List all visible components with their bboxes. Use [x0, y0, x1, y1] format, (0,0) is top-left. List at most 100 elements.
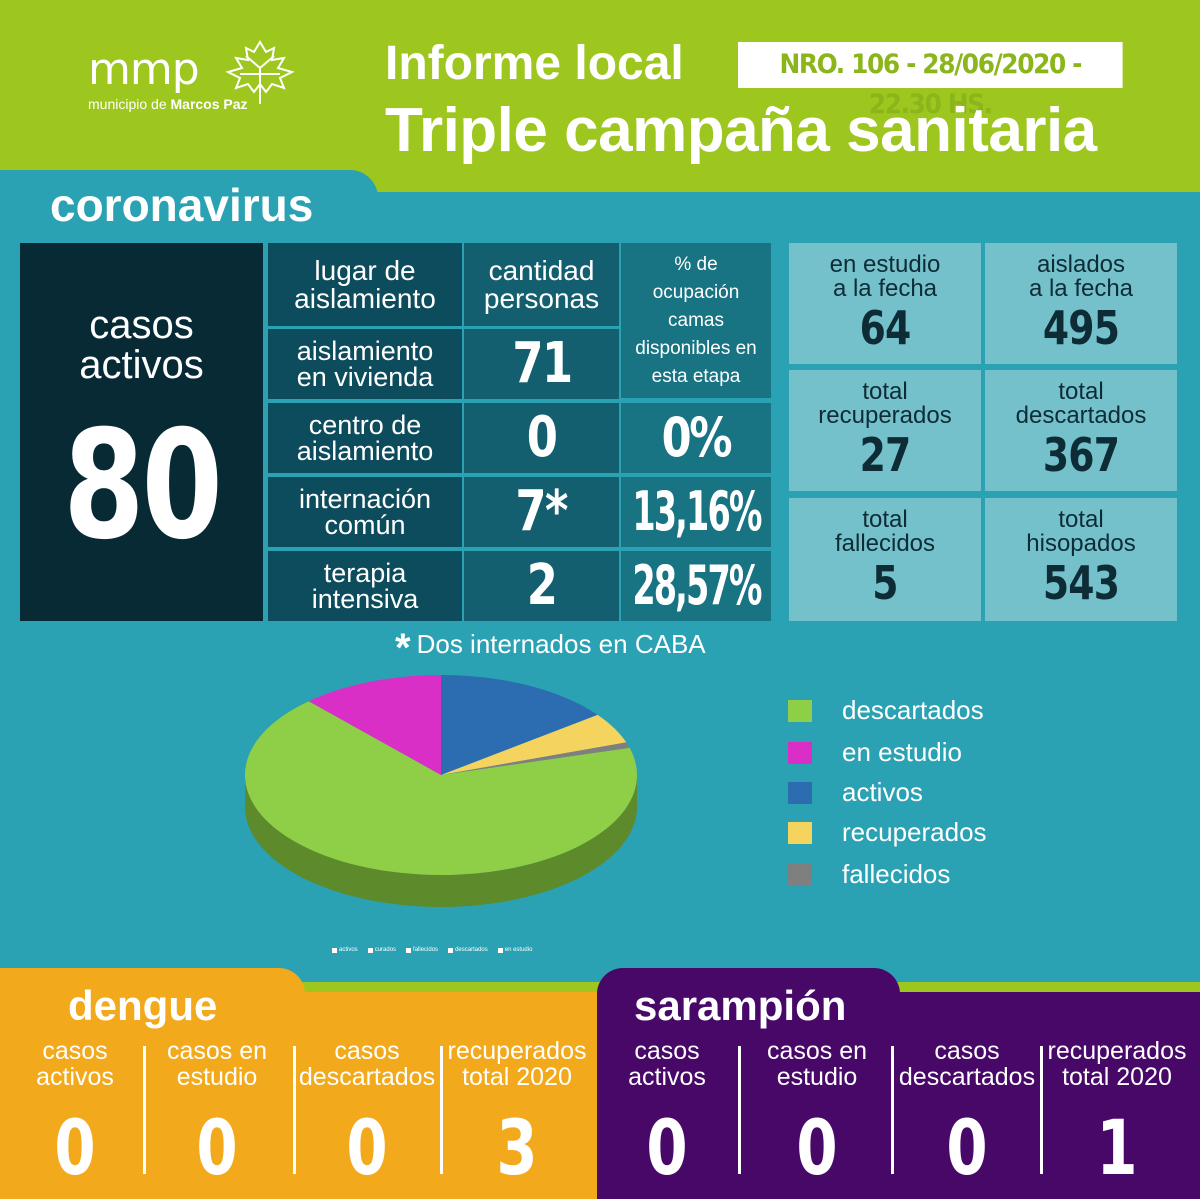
row-internacion-label: internación común — [268, 477, 462, 547]
header-cantidad-line1: cantidad — [488, 254, 595, 286]
dengue-column-label-line: total 2020 — [462, 1063, 572, 1091]
sarampion-column-label-line: estudio — [776, 1063, 858, 1091]
stat-hisopados-label-line1: total — [1058, 506, 1104, 533]
legend-label: fallecidos — [842, 859, 951, 889]
stat-aislados-value: 495 — [1042, 301, 1120, 355]
row-terapia-label: terapia intensiva — [268, 551, 462, 621]
stat-fallecidos-value: 5 — [872, 556, 898, 610]
legend-swatch — [788, 822, 812, 844]
legend-item-fallecidos: fallecidos — [788, 859, 1048, 889]
row-internacion-pct: 13,16% — [621, 477, 771, 547]
row-internacion-label-line1: internación — [298, 484, 432, 514]
mini-legend-item: descartados — [448, 947, 488, 953]
mini-legend-swatch — [497, 947, 503, 953]
mini-legend-swatch — [367, 947, 373, 953]
dengue-column-label: casos descartados — [292, 1038, 442, 1094]
header-lugar-line1: lugar de — [314, 254, 416, 286]
dengue-column-label-line: recuperados — [447, 1037, 587, 1065]
header-ocupacion: % de ocupación camas disponibles en esta… — [621, 243, 771, 398]
dengue-column-value: 0 — [346, 1103, 388, 1192]
sarampion-column-label-line: activos — [628, 1063, 706, 1091]
sarampion-panel — [597, 992, 1200, 1199]
pie-slice-fallecidos — [441, 742, 630, 775]
stat-hisopados-label-line2: hisopados — [1026, 530, 1136, 557]
pie-slice-descartados — [245, 701, 638, 875]
header-ocupacion-line5: esta etapa — [651, 365, 741, 387]
sarampion-column-label: casos en estudio — [742, 1038, 892, 1094]
stat-hisopados: total hisopados 543 — [985, 498, 1177, 621]
dengue-column-label: casos en estudio — [142, 1038, 292, 1094]
active-cases-value: 80 — [63, 399, 223, 573]
campaign-title: Triple campaña sanitaria — [385, 96, 1097, 165]
row-centro-count-value: 0 — [526, 405, 558, 470]
sarampion-title: sarampión — [634, 982, 847, 1029]
mini-legend-item: activos — [332, 947, 358, 953]
row-internacion-pct-value: 13,16% — [631, 480, 762, 543]
mini-legend-item: fallecidos — [406, 947, 438, 953]
active-cases-label: casos activos — [20, 305, 263, 385]
stat-aislados: aislados a la fecha 495 — [985, 243, 1177, 364]
sarampion-column-label-line: total 2020 — [1062, 1063, 1172, 1091]
row-vivienda-label-line2: en vivienda — [296, 362, 434, 392]
mini-legend-item: curados — [367, 947, 397, 953]
sarampion-divider — [738, 1046, 741, 1174]
footnote-text: Dos internados en CABA — [416, 629, 706, 659]
legend-label: activos — [842, 777, 923, 807]
legend-label: descartados — [842, 695, 984, 725]
stat-recuperados-label-line1: total — [862, 378, 908, 405]
dengue-column: recuperados total 2020 3 — [442, 1038, 592, 1188]
dengue-divider — [293, 1046, 296, 1174]
stat-en-estudio-label-line2: a la fecha — [832, 275, 938, 302]
sarampion-column-value: 0 — [646, 1103, 688, 1192]
mini-legend-label: activos — [339, 947, 358, 953]
dengue-column-label: recuperados total 2020 — [442, 1038, 592, 1094]
header-cantidad-line2: personas — [483, 282, 600, 314]
sarampion-column-value: 0 — [946, 1103, 988, 1192]
logo-text: mmp — [88, 44, 200, 95]
mini-legend-swatch — [448, 947, 454, 953]
sarampion-column-value: 0 — [796, 1103, 838, 1192]
row-internacion-label-line2: común — [324, 510, 406, 540]
row-terapia-pct: 28,57% — [621, 551, 771, 621]
stat-aislados-label-line1: aislados — [1036, 251, 1126, 278]
dengue-column-label-line: activos — [36, 1063, 114, 1091]
dengue-title: dengue — [68, 982, 218, 1029]
dengue-column-value: 0 — [196, 1103, 238, 1192]
row-vivienda-count: 71 — [464, 329, 619, 399]
pie-slice-recuperados — [441, 714, 627, 775]
mini-legend-label: curados — [374, 947, 397, 953]
row-internacion-count: 7* — [464, 477, 619, 547]
dengue-column-label-line: estudio — [176, 1063, 258, 1091]
row-terapia-pct-value: 28,57% — [631, 554, 762, 617]
sarampion-column-label-line: casos en — [766, 1037, 868, 1065]
dengue-column-label-line: casos en — [166, 1037, 268, 1065]
row-centro-count: 0 — [464, 403, 619, 473]
header-cantidad: cantidad personas — [464, 243, 619, 326]
mini-legend-swatch — [406, 947, 412, 953]
legend-swatch — [788, 700, 812, 722]
legend-item-descartados: descartados — [788, 695, 1048, 725]
sarampion-column-label: recuperados total 2020 — [1042, 1038, 1192, 1094]
sarampion-column-label-line: casos — [934, 1037, 1000, 1065]
logo-sub-prefix: municipio de — [88, 96, 171, 112]
stat-recuperados-value: 27 — [859, 428, 912, 482]
dengue-column-value: 3 — [496, 1103, 538, 1192]
stat-recuperados: total recuperados 27 — [789, 370, 981, 491]
pie-slice-activos — [441, 675, 598, 775]
chart-mini-legend: activos curados fallecidos descartados en es… — [332, 947, 532, 953]
sarampion-column: casos en estudio 0 — [742, 1038, 892, 1188]
stat-hisopados-label: total hisopados — [985, 508, 1177, 556]
row-terapia-label-line2: intensiva — [311, 584, 419, 614]
stat-descartados-label-line1: total — [1058, 378, 1104, 405]
dengue-column-label: casos activos — [0, 1038, 150, 1094]
sarampion-column-label: casos activos — [592, 1038, 742, 1094]
stat-descartados-label-line2: descartados — [1015, 402, 1147, 429]
dengue-column-label-line: casos — [42, 1037, 108, 1065]
row-centro-pct-value: 0% — [661, 406, 733, 469]
header-ocupacion-line2: ocupación — [652, 281, 740, 303]
dengue-divider — [143, 1046, 146, 1174]
dengue-column-label-line: casos — [334, 1037, 400, 1065]
sarampion-divider — [891, 1046, 894, 1174]
dengue-column: casos activos 0 — [0, 1038, 150, 1188]
sarampion-column: casos activos 0 — [592, 1038, 742, 1188]
